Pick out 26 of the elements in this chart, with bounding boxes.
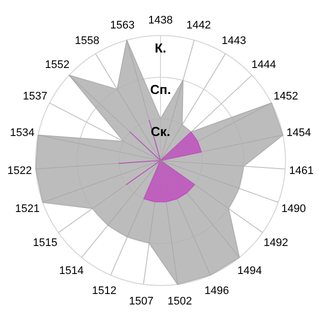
spoke-label: 1563: [110, 19, 135, 32]
spoke-label: 1521: [15, 202, 40, 215]
spoke-label: 1490: [281, 202, 306, 215]
spoke-label: 1461: [289, 165, 314, 178]
spoke-label: 1534: [10, 126, 34, 139]
spoke-label: 1502: [168, 295, 192, 308]
y-tick-label: К.: [154, 40, 166, 56]
spoke-label: 1514: [59, 265, 84, 278]
spoke-label: 1438: [148, 14, 173, 26]
spoke-label: 1494: [237, 265, 262, 278]
spoke-label: 1507: [129, 295, 154, 308]
spoke-label: 1442: [186, 19, 211, 32]
spoke-label: 1454: [286, 126, 312, 139]
y-tick-label: Сп.: [150, 82, 171, 98]
spoke-label: 1558: [74, 34, 100, 47]
spoke-label: 1552: [45, 59, 70, 72]
spoke-label: 1522: [7, 165, 32, 178]
spoke-label: 1443: [222, 34, 246, 47]
spoke-label: 1537: [22, 90, 48, 103]
spoke-label: 1444: [251, 59, 276, 72]
spoke-label: 1515: [32, 236, 58, 249]
y-tick-label: Ск.: [150, 124, 170, 139]
spoke-label: 1492: [264, 236, 288, 249]
spoke-label: 1496: [204, 285, 230, 298]
spoke-label: 1512: [92, 285, 116, 298]
spoke-label: 1452: [274, 90, 298, 103]
